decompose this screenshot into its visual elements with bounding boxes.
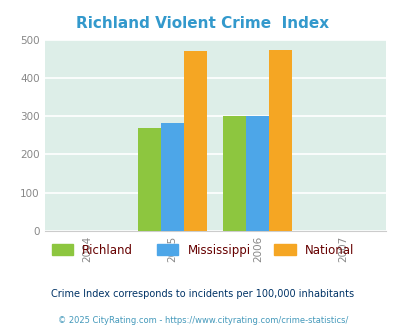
Legend: Richland, Mississippi, National: Richland, Mississippi, National — [47, 239, 358, 261]
Text: Crime Index corresponds to incidents per 100,000 inhabitants: Crime Index corresponds to incidents per… — [51, 289, 354, 299]
Text: © 2025 CityRating.com - https://www.cityrating.com/crime-statistics/: © 2025 CityRating.com - https://www.city… — [58, 315, 347, 325]
Bar — [246, 116, 269, 231]
Bar — [269, 50, 292, 231]
Bar — [183, 51, 207, 231]
Text: Richland Violent Crime  Index: Richland Violent Crime Index — [76, 16, 329, 31]
Bar — [138, 128, 161, 231]
Bar — [223, 116, 246, 231]
Bar — [161, 123, 183, 231]
